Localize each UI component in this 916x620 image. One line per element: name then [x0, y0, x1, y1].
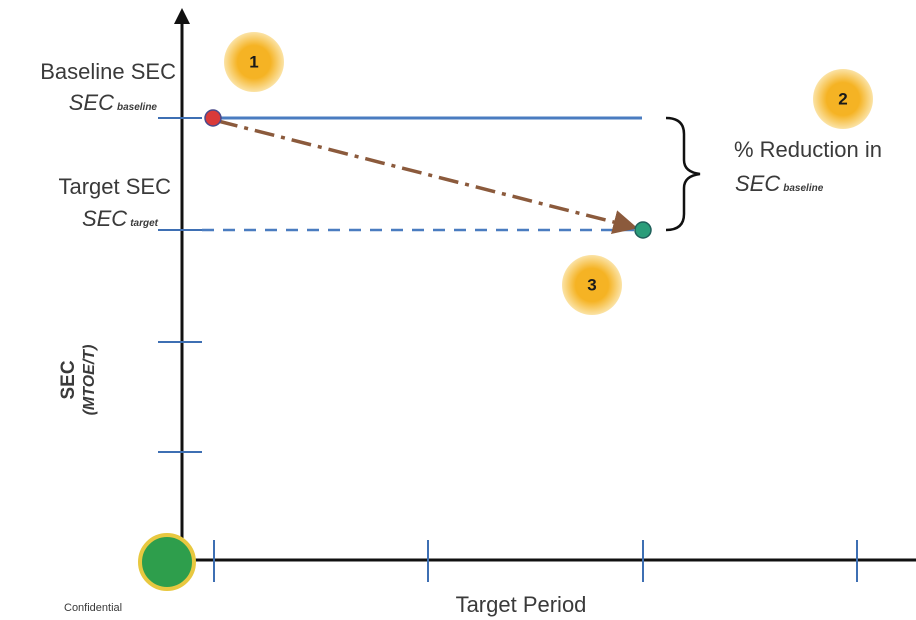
baseline-sec-label: Baseline SEC	[40, 59, 176, 84]
confidential-footer: Confidential	[64, 602, 122, 614]
baseline-symbol-text: SEC	[69, 90, 114, 115]
target-subscript-text: target	[130, 218, 158, 229]
y-axis-title: SEC	[58, 360, 79, 399]
reduction-bracket	[665, 116, 701, 232]
y-axis-title-group: SEC (MTOE/T)	[58, 345, 98, 416]
target-point	[634, 221, 652, 239]
reduction-label: % Reduction in	[734, 137, 882, 162]
y-axis-unit: (MTOE/T)	[81, 345, 98, 416]
badge-2: 2	[813, 69, 873, 129]
y-axis-ticks	[158, 117, 202, 453]
badge-3-circle	[562, 255, 622, 315]
badge-1: 1	[224, 32, 284, 92]
badge-2-circle	[813, 69, 873, 129]
badge-1-number: 1	[249, 53, 258, 72]
x-axis-title: Target Period	[456, 592, 587, 617]
target-symbol-text: SEC	[82, 206, 127, 231]
origin-marker	[138, 533, 196, 591]
target-sec-label: Target SEC	[59, 174, 172, 199]
trend-arrow	[217, 119, 638, 235]
reduction-symbol: SEC baseline	[735, 171, 824, 196]
reduction-symbol-text: SEC	[735, 171, 780, 196]
axes	[174, 8, 916, 562]
badge-3-number: 3	[587, 276, 596, 295]
badge-3: 3	[562, 255, 622, 315]
y-axis-arrowhead-icon	[174, 8, 190, 24]
target-sec-symbol: SEC target	[82, 206, 159, 231]
baseline-subscript-text: baseline	[117, 102, 157, 113]
reduction-subscript-text: baseline	[783, 183, 823, 194]
badge-2-number: 2	[838, 90, 847, 109]
x-axis-ticks	[213, 540, 858, 582]
baseline-point	[204, 109, 222, 127]
baseline-sec-symbol: SEC baseline	[69, 90, 158, 115]
badge-1-circle	[224, 32, 284, 92]
